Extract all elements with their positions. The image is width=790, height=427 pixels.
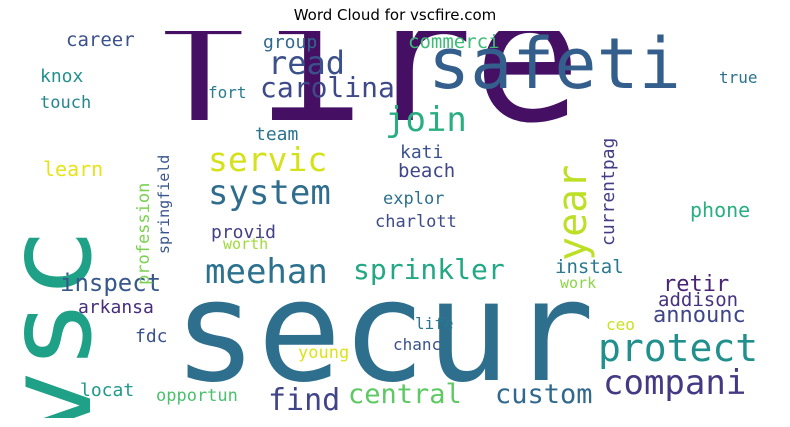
word-phone: phone: [690, 198, 751, 222]
word-opportun: opportun: [156, 386, 238, 406]
word-beach: beach: [398, 160, 456, 182]
word-secur: secur: [173, 251, 595, 414]
word-cloud: firesecurvscsafetimeehanprotectcompanisy…: [8, 31, 782, 418]
word-sprinkler: sprinkler: [353, 253, 505, 286]
word-charlott: charlott: [375, 212, 457, 232]
word-work: work: [560, 274, 597, 292]
word-knox: knox: [40, 66, 84, 87]
word-learn: learn: [43, 157, 104, 181]
word-touch: touch: [40, 93, 92, 113]
word-find: find: [268, 383, 341, 418]
word-kati: kati: [400, 142, 444, 163]
word-central: central: [348, 379, 462, 410]
word-retir: retir: [663, 272, 730, 297]
word-young: young: [298, 343, 350, 363]
word-worth: worth: [223, 235, 269, 253]
word-arkansa: arkansa: [78, 297, 154, 318]
word-carolina: carolina: [260, 71, 395, 104]
word-year: year: [550, 164, 596, 261]
word-protect: protect: [598, 326, 759, 370]
word-group: group: [263, 32, 318, 53]
word-chanc: chanc: [393, 335, 442, 354]
word-system: system: [208, 173, 331, 213]
word-life: life: [415, 314, 454, 333]
word-fdc: fdc: [135, 326, 168, 347]
word-provid: provid: [211, 222, 277, 243]
word-springfield: springfield: [155, 154, 173, 254]
word-fort: fort: [208, 83, 247, 102]
chart-title: Word Cloud for vscfire.com: [293, 6, 497, 24]
word-profession: profession: [134, 182, 154, 285]
word-announc: announc: [653, 303, 746, 328]
word-currentpag: currentpag: [598, 137, 619, 246]
word-safeti: safeti: [428, 31, 681, 105]
word-explor: explor: [383, 189, 445, 209]
word-read: read: [268, 44, 346, 82]
word-inspect: inspect: [60, 269, 162, 297]
word-ceo: ceo: [606, 315, 635, 334]
word-addison: addison: [658, 289, 739, 311]
word-instal: instal: [555, 256, 624, 278]
word-servic: servic: [208, 140, 328, 179]
word-join: join: [385, 100, 467, 140]
word-meehan: meehan: [205, 252, 328, 292]
word-team: team: [255, 124, 299, 145]
word-compani: compani: [603, 363, 747, 403]
word-custom: custom: [495, 379, 593, 410]
word-career: career: [66, 31, 135, 51]
word-fire: fire: [148, 31, 582, 163]
word-true: true: [719, 68, 758, 87]
word-commerci: commerci: [408, 31, 500, 53]
word-locat: locat: [80, 380, 135, 401]
